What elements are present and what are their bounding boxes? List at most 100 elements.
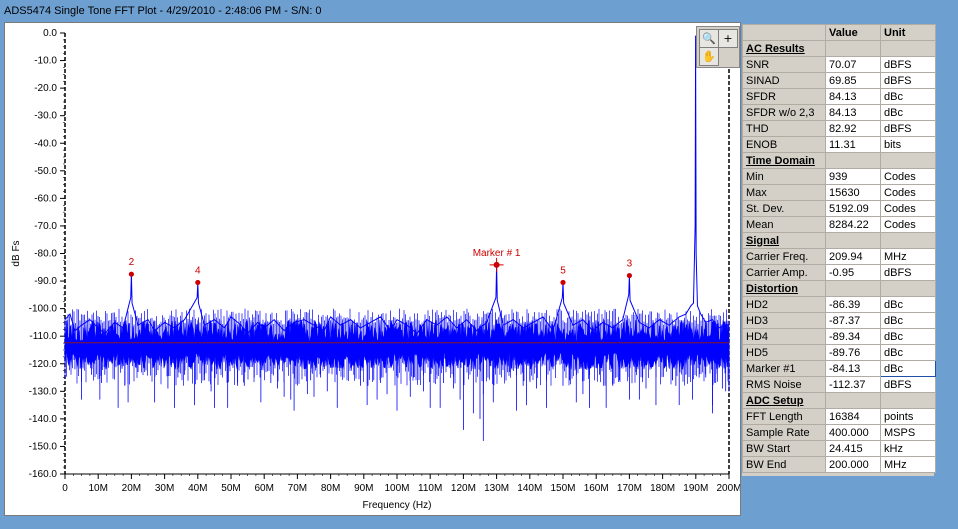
result-unit[interactable]: dBc [880, 104, 936, 121]
harmonic-marker[interactable] [195, 279, 201, 286]
result-row[interactable]: Max 15630 Codes [742, 184, 936, 201]
result-unit[interactable]: dBc [880, 88, 936, 105]
result-value[interactable]: 24.415 [825, 440, 881, 457]
result-row[interactable]: SINAD 69.85 dBFS [742, 72, 936, 89]
harmonic-marker[interactable] [560, 279, 566, 286]
result-unit[interactable]: Codes [880, 216, 936, 233]
result-unit[interactable]: dBFS [880, 56, 936, 73]
result-label: FFT Length [742, 408, 826, 425]
section-filler [880, 40, 936, 57]
result-value[interactable]: 11.31 [825, 136, 881, 153]
result-label: HD4 [742, 328, 826, 345]
pan-button[interactable]: ✋ [699, 47, 719, 66]
x-tick-label: 10M [88, 483, 107, 494]
result-value[interactable]: 15630 [825, 184, 881, 201]
result-row[interactable]: HD3 -87.37 dBc [742, 312, 936, 329]
zoom-button[interactable]: 🔍 [699, 29, 719, 48]
marker-label: 3 [627, 259, 633, 270]
result-row[interactable]: Mean 8284.22 Codes [742, 216, 936, 233]
result-row[interactable]: St. Dev. 5192.09 Codes [742, 200, 936, 217]
result-row[interactable]: SFDR 84.13 dBc [742, 88, 936, 105]
result-row[interactable]: THD 82.92 dBFS [742, 120, 936, 137]
result-label: HD5 [742, 344, 826, 361]
section-row: AC Results [742, 40, 936, 57]
result-row[interactable]: BW Start 24.415 kHz [742, 440, 936, 457]
fft-plot-area[interactable]: 0.0 -10.0 -20.0 -30.0 -40.0 -50.0 -60.0 -70.0 -8… [4, 22, 741, 516]
result-value[interactable]: 5192.09 [825, 200, 881, 217]
result-unit[interactable]: dBc [880, 296, 936, 313]
result-unit[interactable]: dBFS [880, 264, 936, 281]
result-unit[interactable]: bits [880, 136, 936, 153]
harmonic-marker[interactable] [128, 271, 134, 277]
result-label: SFDR w/o 2,3 [742, 104, 826, 121]
result-unit[interactable]: Codes [880, 184, 936, 201]
result-label: SINAD [742, 72, 826, 89]
results-header-row: Value Unit [742, 24, 936, 41]
y-tick-label: -10.0 [34, 56, 57, 67]
result-value[interactable]: 200.000 [825, 456, 881, 473]
result-row[interactable]: ENOB 11.31 bits [742, 136, 936, 153]
result-unit[interactable]: MHz [880, 456, 936, 473]
result-unit[interactable]: dBc [880, 360, 936, 377]
result-value[interactable]: -0.95 [825, 264, 881, 281]
result-unit[interactable]: Codes [880, 200, 936, 217]
result-row[interactable]: Carrier Freq. 209.94 MHz [742, 248, 936, 265]
result-value[interactable]: 84.13 [825, 88, 881, 105]
result-value[interactable]: -89.34 [825, 328, 881, 345]
result-value[interactable]: 82.92 [825, 120, 881, 137]
result-value[interactable]: 69.85 [825, 72, 881, 89]
result-row[interactable]: BW End 200.000 MHz [742, 456, 936, 473]
section-row: Distortion [742, 280, 936, 297]
x-tick-label: 170M [617, 483, 642, 494]
result-value[interactable]: 70.07 [825, 56, 881, 73]
section-title: Distortion [742, 280, 826, 297]
result-row[interactable]: HD5 -89.76 dBc [742, 344, 936, 361]
x-tick-label: 90M [354, 483, 373, 494]
result-unit[interactable]: kHz [880, 440, 936, 457]
result-unit[interactable]: Codes [880, 168, 936, 185]
harmonic-marker[interactable] [626, 272, 633, 279]
result-unit[interactable]: points [880, 408, 936, 425]
result-value[interactable]: -112.37 [825, 376, 881, 393]
result-row[interactable]: Min 939 Codes [742, 168, 936, 185]
result-row[interactable]: Carrier Amp. -0.95 dBFS [742, 264, 936, 281]
result-label: Sample Rate [742, 424, 826, 441]
result-value[interactable]: 8284.22 [825, 216, 881, 233]
result-unit[interactable]: dBc [880, 312, 936, 329]
result-unit[interactable]: dBFS [880, 120, 936, 137]
result-unit[interactable]: MHz [880, 248, 936, 265]
section-filler [880, 392, 936, 409]
result-unit[interactable]: dBFS [880, 72, 936, 89]
result-row[interactable]: SNR 70.07 dBFS [742, 56, 936, 73]
result-value[interactable]: -84.13 [825, 360, 881, 377]
result-row[interactable]: HD4 -89.34 dBc [742, 328, 936, 345]
result-unit[interactable]: dBc [880, 328, 936, 345]
result-value[interactable]: -87.37 [825, 312, 881, 329]
x-tick-label: 60M [254, 483, 273, 494]
y-tick-label: -120.0 [29, 359, 58, 370]
header-label-cell [742, 24, 826, 41]
result-row[interactable]: SFDR w/o 2,3 84.13 dBc [742, 104, 936, 121]
noise-spikes [64, 308, 729, 386]
result-value[interactable]: 209.94 [825, 248, 881, 265]
result-row[interactable]: FFT Length 16384 points [742, 408, 936, 425]
result-value[interactable]: 939 [825, 168, 881, 185]
result-value[interactable]: 84.13 [825, 104, 881, 121]
result-label: Carrier Amp. [742, 264, 826, 281]
result-row[interactable]: Marker #1 -84.13 dBc [742, 360, 936, 377]
result-value[interactable]: 16384 [825, 408, 881, 425]
section-filler [880, 232, 936, 249]
result-unit[interactable]: dBFS [880, 376, 936, 393]
result-label: THD [742, 120, 826, 137]
result-value[interactable]: 400.000 [825, 424, 881, 441]
result-row[interactable]: RMS Noise -112.37 dBFS [742, 376, 936, 393]
result-value[interactable]: -86.39 [825, 296, 881, 313]
result-row[interactable]: Sample Rate 400.000 MSPS [742, 424, 936, 441]
result-label: HD2 [742, 296, 826, 313]
result-row[interactable]: HD2 -86.39 dBc [742, 296, 936, 313]
result-unit[interactable]: MSPS [880, 424, 936, 441]
result-unit[interactable]: dBc [880, 344, 936, 361]
crosshair-button[interactable]: + [718, 29, 738, 48]
result-value[interactable]: -89.76 [825, 344, 881, 361]
result-label: Marker #1 [742, 360, 826, 377]
